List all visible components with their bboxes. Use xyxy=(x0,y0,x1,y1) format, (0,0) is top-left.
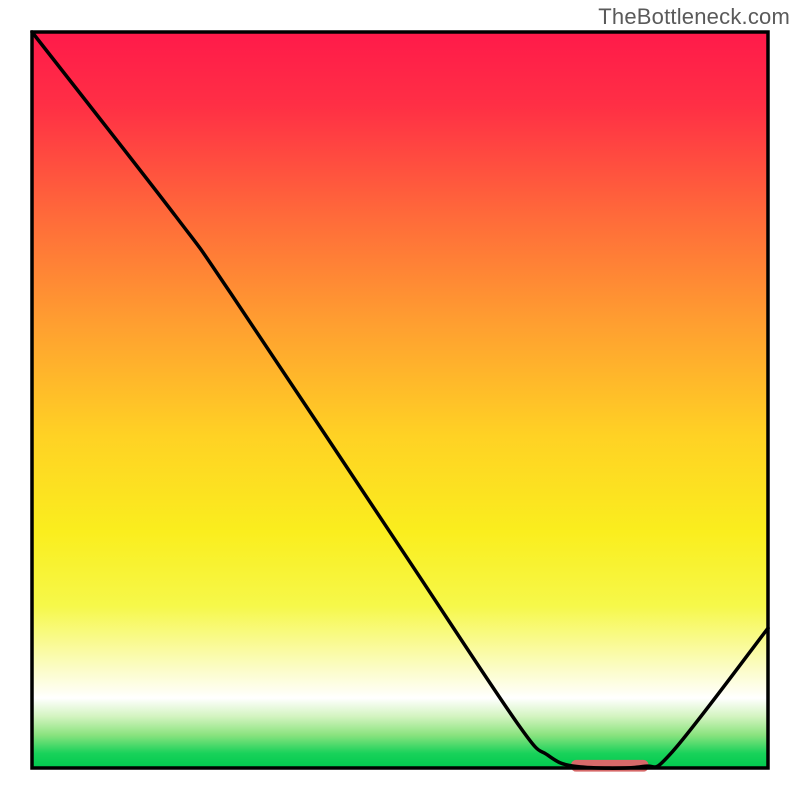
bottleneck-chart xyxy=(0,0,800,800)
chart-container: TheBottleneck.com xyxy=(0,0,800,800)
plot-gradient-background xyxy=(32,32,768,768)
watermark-text: TheBottleneck.com xyxy=(598,4,790,30)
